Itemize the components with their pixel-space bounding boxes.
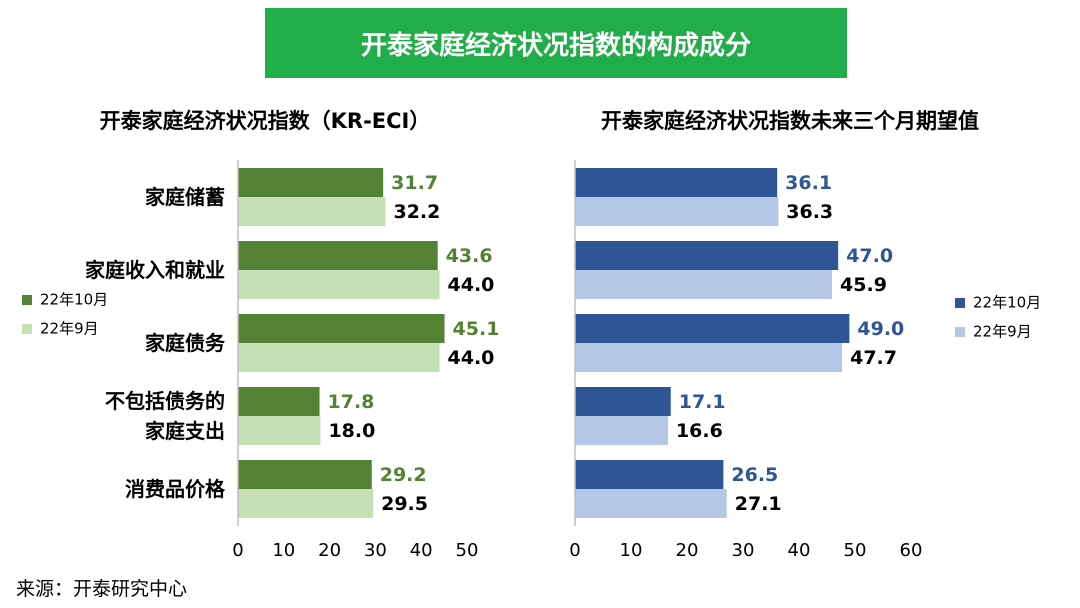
value-label: 44.0 bbox=[448, 347, 495, 369]
bar bbox=[238, 460, 372, 489]
x-tick-label: 60 bbox=[900, 540, 923, 561]
value-label: 32.2 bbox=[393, 201, 440, 223]
bar bbox=[238, 314, 445, 343]
bar bbox=[238, 270, 440, 299]
bar bbox=[575, 387, 671, 416]
legend-label: 22年9月 bbox=[973, 323, 1032, 341]
value-label: 26.5 bbox=[731, 464, 778, 486]
value-label: 47.7 bbox=[850, 347, 897, 369]
bar bbox=[575, 314, 850, 343]
value-label: 45.1 bbox=[453, 318, 500, 340]
value-label: 43.6 bbox=[446, 245, 493, 267]
x-tick-label: 20 bbox=[318, 540, 341, 561]
bar bbox=[238, 416, 321, 445]
x-tick-label: 20 bbox=[676, 540, 699, 561]
x-tick-label: 40 bbox=[788, 540, 811, 561]
x-tick-label: 30 bbox=[732, 540, 755, 561]
value-label: 17.1 bbox=[679, 391, 726, 413]
x-tick-label: 0 bbox=[232, 540, 243, 561]
bar bbox=[238, 168, 384, 197]
value-label: 49.0 bbox=[857, 318, 904, 340]
category-label: 家庭储蓄 bbox=[145, 185, 225, 209]
category-label: 不包括债务的 家庭支出 bbox=[105, 389, 225, 443]
value-label: 36.1 bbox=[785, 172, 832, 194]
bar bbox=[575, 241, 839, 270]
value-label: 29.2 bbox=[380, 464, 427, 486]
value-label: 44.0 bbox=[448, 274, 495, 296]
legend-swatch bbox=[955, 327, 965, 337]
legend-swatch bbox=[22, 295, 32, 305]
header-title: 开泰家庭经济状况指数的构成成分 bbox=[265, 8, 847, 78]
value-label: 29.5 bbox=[381, 493, 428, 515]
value-label: 17.8 bbox=[328, 391, 375, 413]
bar bbox=[575, 270, 833, 299]
bar bbox=[575, 489, 727, 518]
chart-title: 开泰家庭经济状况指数（KR-ECI） bbox=[100, 109, 431, 133]
value-label: 31.7 bbox=[391, 172, 438, 194]
category-label: 消费品价格 bbox=[125, 477, 225, 501]
value-label: 36.3 bbox=[786, 201, 833, 223]
source-note: 来源：开泰研究中心 bbox=[16, 578, 188, 600]
value-label: 18.0 bbox=[328, 420, 375, 442]
x-tick-label: 30 bbox=[364, 540, 387, 561]
chart-title: 开泰家庭经济状况指数未来三个月期望值 bbox=[601, 109, 979, 133]
bar bbox=[575, 416, 668, 445]
value-label: 16.6 bbox=[676, 420, 723, 442]
bar bbox=[238, 241, 438, 270]
x-tick-label: 50 bbox=[844, 540, 867, 561]
bar bbox=[575, 460, 724, 489]
category-label: 家庭收入和就业 bbox=[85, 258, 225, 282]
legend-label: 22年10月 bbox=[40, 291, 108, 309]
x-tick-label: 10 bbox=[620, 540, 643, 561]
x-tick-label: 40 bbox=[410, 540, 433, 561]
value-label: 27.1 bbox=[735, 493, 782, 515]
bar bbox=[575, 343, 843, 372]
legend-swatch bbox=[955, 298, 965, 308]
x-tick-label: 50 bbox=[456, 540, 479, 561]
legend-swatch bbox=[22, 324, 32, 334]
legend-label: 22年9月 bbox=[40, 320, 99, 338]
x-tick-label: 0 bbox=[569, 540, 580, 561]
bar bbox=[238, 343, 440, 372]
value-label: 47.0 bbox=[846, 245, 893, 267]
value-label: 45.9 bbox=[840, 274, 887, 296]
bar bbox=[575, 168, 778, 197]
bar bbox=[238, 489, 374, 518]
bar bbox=[238, 197, 386, 226]
bar bbox=[238, 387, 320, 416]
category-label: 家庭债务 bbox=[145, 331, 225, 355]
x-tick-label: 10 bbox=[272, 540, 295, 561]
legend-label: 22年10月 bbox=[973, 294, 1041, 312]
bar bbox=[575, 197, 779, 226]
